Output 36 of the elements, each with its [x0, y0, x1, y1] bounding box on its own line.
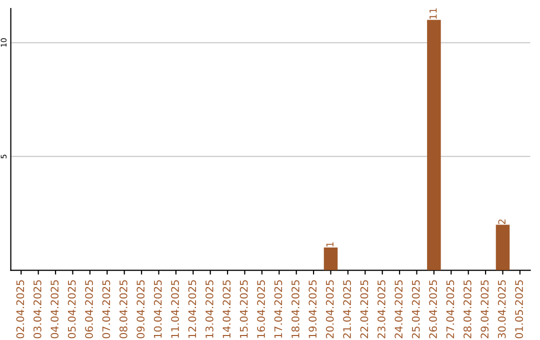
x-tick-label: 08.04.2025 [119, 280, 128, 338]
x-tick-label: 09.04.2025 [136, 280, 145, 338]
x-tick-label: 12.04.2025 [188, 280, 196, 338]
x-tick-label: 16.04.2025 [257, 280, 265, 338]
x-tick-label: 28.04.2025 [464, 280, 472, 338]
x-tick-label: 02.04.2025 [16, 280, 24, 338]
x-tick-label: 20.04.2025 [326, 280, 334, 338]
x-tick-label: 01.05.2025 [515, 280, 523, 338]
x-tick-label: 21.04.2025 [343, 280, 351, 338]
x-tick-label: 14.04.2025 [222, 280, 231, 338]
x-tick-label: 17.04.2025 [274, 280, 282, 338]
x-tick-label: 29.04.2025 [480, 280, 489, 338]
x-tick-label: 18.04.2025 [291, 280, 300, 338]
bar [324, 248, 338, 270]
x-tick-label: 03.04.2025 [33, 280, 42, 338]
bar [427, 20, 441, 270]
bar [496, 224, 510, 270]
x-tick-label: 22.04.2025 [360, 280, 368, 338]
x-tick-label: 19.04.2025 [308, 280, 317, 338]
x-tick-label: 25.04.2025 [412, 280, 420, 338]
x-tick-label: 11.04.2025 [171, 280, 179, 338]
x-tick-label: 13.04.2025 [205, 280, 214, 338]
data-label: 11 [430, 8, 437, 19]
x-tick-label: 23.04.2025 [377, 280, 386, 338]
x-tick-label: 04.04.2025 [50, 280, 59, 338]
data-label: 2 [498, 220, 506, 224]
data-label: 1 [326, 242, 334, 246]
x-tick-label: 05.04.2025 [68, 280, 76, 338]
x-tick-label: 15.04.2025 [240, 280, 248, 338]
x-tick-label: 24.04.2025 [394, 280, 403, 338]
x-tick-label: 06.04.2025 [85, 280, 93, 338]
x-tick-label: 26.04.2025 [429, 280, 437, 338]
x-tick-label: 30.04.2025 [498, 280, 506, 338]
x-tick-label: 10.04.2025 [154, 280, 162, 338]
x-tick-label: 27.04.2025 [446, 280, 454, 338]
x-tick-label: 07.04.2025 [102, 280, 110, 338]
